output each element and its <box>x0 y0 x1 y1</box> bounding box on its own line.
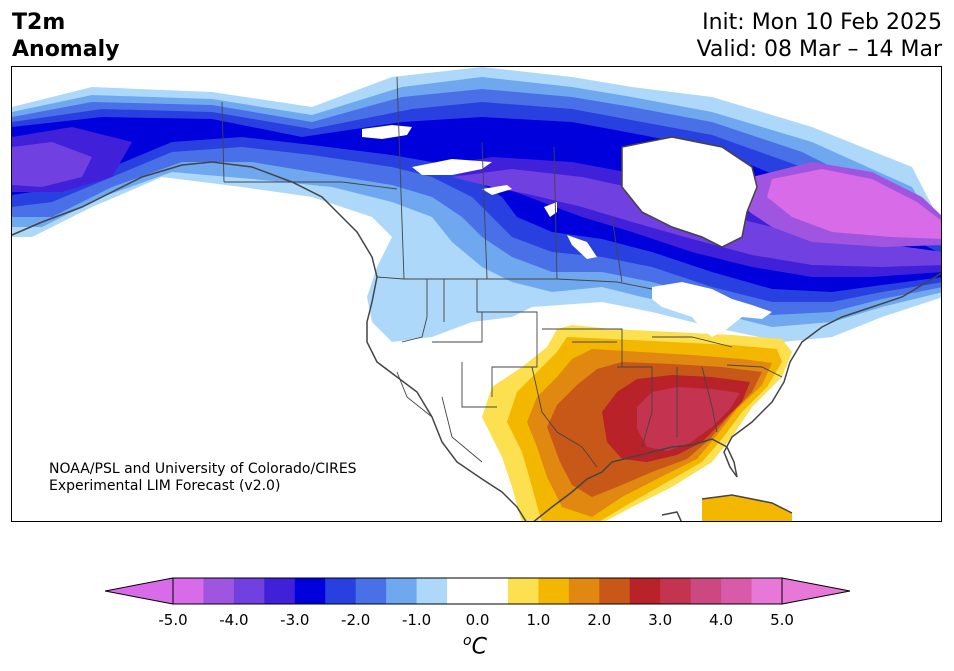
colorbar-tick-label: 0.0 <box>465 611 490 629</box>
credit-text: NOAA/PSL and University of Colorado/CIRE… <box>49 461 357 495</box>
colorbar-cell <box>173 578 204 604</box>
colorbar-over-arrow <box>781 577 851 605</box>
map-title-line2: Anomaly <box>12 37 120 62</box>
colorbar-cell <box>690 578 722 604</box>
colorbar-cells <box>173 578 783 604</box>
colorbar-cell <box>325 578 357 604</box>
init-date: Init: Mon 10 Feb 2025 <box>702 10 942 35</box>
colorbar-cell <box>447 578 478 604</box>
map-title: T2m Anomaly <box>12 9 119 63</box>
colorbar-cell <box>477 578 509 604</box>
units-letter: C <box>471 634 487 660</box>
anomaly-band-warm-6 <box>637 387 740 451</box>
colorbar-cell <box>721 578 753 604</box>
colorbar-cell <box>568 578 600 604</box>
colorbar-cell <box>629 578 661 604</box>
credit-line1: NOAA/PSL and University of Colorado/CIRE… <box>49 461 357 477</box>
colorbar-tick-label: -2.0 <box>341 611 371 629</box>
colorbar-cell <box>538 578 570 604</box>
colorbar-cell <box>203 578 235 604</box>
anomaly-band-warm-cuba <box>702 495 792 521</box>
colorbar-under-arrow <box>105 577 174 605</box>
colorbar-tick-label: -5.0 <box>158 611 188 629</box>
colorbar-cell <box>264 578 296 604</box>
colorbar-cell <box>416 578 448 604</box>
anomaly-band-cold-9 <box>767 169 941 239</box>
credit-line2: Experimental LIM Forecast (v2.0) <box>49 478 281 494</box>
colorbar-tick-label: -3.0 <box>280 611 310 629</box>
valid-dates: Valid: 08 Mar – 14 Mar <box>696 37 942 62</box>
colorbar-cell <box>294 578 326 604</box>
map-title-line1: T2m <box>12 10 66 35</box>
units-label: oC <box>463 633 487 659</box>
great-slave-lake <box>412 159 492 175</box>
colorbar-tick-label: 3.0 <box>648 611 673 629</box>
colorbar-tick-label: -4.0 <box>219 611 249 629</box>
colorbar-cell <box>751 578 783 604</box>
units-degree-symbol: o <box>463 633 472 649</box>
colorbar-cell <box>599 578 631 604</box>
lake-winnipeg <box>544 202 557 217</box>
colorbar-tick-label: 1.0 <box>526 611 551 629</box>
colorbar-tick-label: 2.0 <box>587 611 612 629</box>
colorbar-cell <box>386 578 418 604</box>
lake-athabasca <box>482 185 512 195</box>
lake-manitoba <box>567 235 597 259</box>
colorbar-tick-label: 5.0 <box>770 611 794 629</box>
hudson-bay <box>622 137 757 247</box>
colorbar-cell <box>355 578 387 604</box>
great-bear-lake <box>362 125 412 139</box>
colorbar-cell <box>507 578 539 604</box>
colorbar-cell <box>660 578 692 604</box>
map-canvas <box>12 67 941 521</box>
colorbar-tick-label: -1.0 <box>401 611 432 629</box>
political-borders <box>221 76 783 468</box>
colorbar-tick-label: 4.0 <box>709 611 734 629</box>
colorbar-cell <box>233 578 265 604</box>
colorbar-outline <box>172 577 783 605</box>
great-lakes <box>652 282 772 337</box>
anomaly-map <box>11 66 942 522</box>
colorbar <box>105 577 851 605</box>
forecast-dates: Init: Mon 10 Feb 2025 Valid: 08 Mar – 14… <box>697 9 942 63</box>
